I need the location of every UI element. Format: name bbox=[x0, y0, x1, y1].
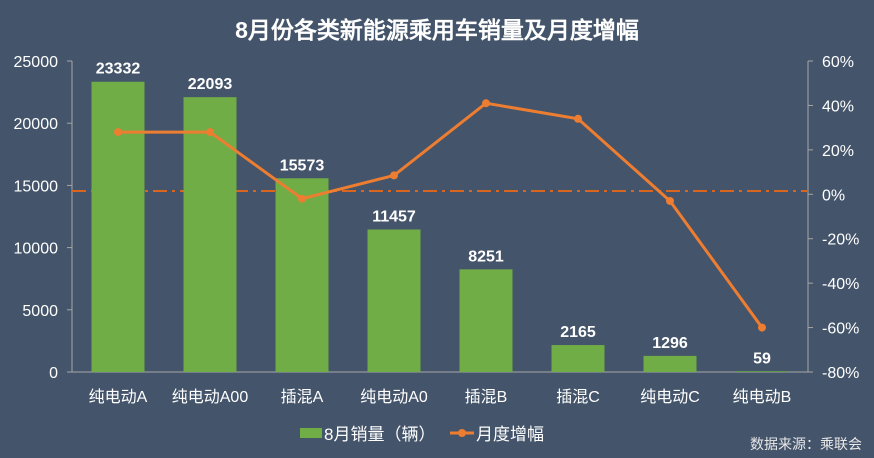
bar bbox=[459, 269, 513, 372]
bar bbox=[275, 178, 329, 372]
legend: 8月销量（辆） 月度增幅 bbox=[300, 425, 544, 444]
category-label: 纯电动C bbox=[640, 388, 700, 406]
chart-title: 8月份各类新能源乘用车销量及月度增幅 bbox=[235, 17, 639, 43]
legend-bar-label: 8月销量（辆） bbox=[324, 425, 435, 444]
bar bbox=[735, 371, 789, 372]
bar-value-label: 2165 bbox=[560, 324, 596, 341]
bar-value-label: 23332 bbox=[96, 61, 141, 78]
right-tick-label: 0% bbox=[822, 187, 845, 204]
growth-point bbox=[482, 99, 490, 108]
right-tick-label: 40% bbox=[822, 98, 854, 115]
legend-line-label: 月度增幅 bbox=[476, 425, 544, 444]
bar bbox=[183, 97, 237, 372]
left-tick-label: 10000 bbox=[14, 241, 59, 258]
growth-line bbox=[118, 101, 764, 329]
left-tick-label: 5000 bbox=[22, 303, 58, 320]
growth-point bbox=[390, 171, 398, 180]
right-tick-label: 60% bbox=[822, 54, 854, 71]
category-label: 纯电动A00 bbox=[172, 388, 249, 406]
category-label: 纯电动A0 bbox=[360, 388, 428, 406]
bar bbox=[367, 229, 421, 372]
bar-value-label: 22093 bbox=[188, 76, 233, 93]
category-label: 纯电动B bbox=[733, 388, 792, 406]
bar-value-label: 1296 bbox=[652, 335, 688, 352]
growth-point bbox=[206, 128, 214, 137]
bar-value-label: 59 bbox=[753, 350, 771, 367]
source-note: 数据来源：乘联会 bbox=[750, 436, 862, 452]
right-tick-label: -60% bbox=[822, 321, 859, 338]
category-label: 插混A bbox=[281, 388, 324, 406]
right-tick-label: -80% bbox=[822, 365, 859, 382]
bar-value-label: 11457 bbox=[372, 208, 416, 225]
bar bbox=[643, 355, 697, 372]
bar-value-label: 8251 bbox=[468, 248, 504, 265]
growth-point bbox=[298, 194, 306, 203]
legend-bar-swatch bbox=[300, 428, 322, 438]
growth-point bbox=[666, 196, 674, 205]
category-label: 插混C bbox=[556, 388, 600, 406]
bar bbox=[91, 81, 145, 372]
bar bbox=[551, 345, 605, 372]
growth-point bbox=[114, 128, 122, 137]
growth-point bbox=[758, 323, 766, 332]
category-label: 插混B bbox=[465, 388, 508, 406]
bar-value-label: 15573 bbox=[280, 157, 325, 174]
legend-line-marker bbox=[458, 429, 466, 437]
left-tick-label: 25000 bbox=[14, 54, 59, 71]
category-label: 纯电动A bbox=[89, 388, 148, 406]
right-tick-label: -20% bbox=[822, 232, 859, 249]
right-tick-label: 20% bbox=[822, 143, 854, 160]
growth-point bbox=[574, 114, 582, 123]
left-tick-label: 0 bbox=[49, 365, 58, 382]
left-tick-label: 20000 bbox=[14, 116, 59, 133]
right-tick-label: -40% bbox=[822, 276, 859, 293]
left-tick-label: 15000 bbox=[14, 178, 59, 195]
